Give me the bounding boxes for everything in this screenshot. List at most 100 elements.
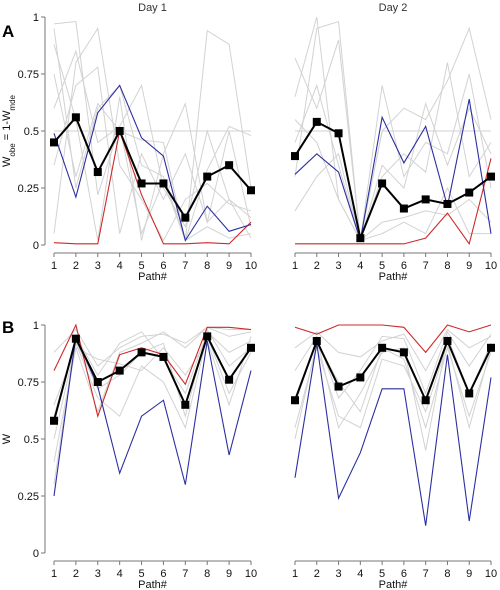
x-tick-label: 10 xyxy=(245,568,257,580)
y-tick-label: 1 xyxy=(33,320,39,332)
mean-marker xyxy=(71,113,80,122)
y-axis-label-part: = 1-W xyxy=(1,110,13,143)
x-axis-label: Path# xyxy=(138,579,168,590)
mean-marker xyxy=(71,334,80,343)
x-tick-label: 9 xyxy=(466,260,472,272)
x-tick-label: 7 xyxy=(423,568,429,580)
mean-marker xyxy=(465,389,474,398)
x-tick-label: 2 xyxy=(73,568,79,580)
mean-marker xyxy=(203,332,212,341)
individual-line xyxy=(53,28,252,241)
x-tick-label: 5 xyxy=(138,568,144,580)
mean-marker xyxy=(50,416,58,425)
mean-marker xyxy=(312,117,321,126)
x-tick-label: 5 xyxy=(379,568,385,580)
mean-marker xyxy=(137,179,146,188)
mean-marker xyxy=(93,168,102,177)
mean-line xyxy=(53,115,252,220)
individual-line xyxy=(294,62,492,242)
y-tick-label: 0.75 xyxy=(18,377,39,389)
y-tick-label: 0.25 xyxy=(18,491,39,503)
chart-title: Day 2 xyxy=(379,2,408,14)
mean-marker xyxy=(159,352,168,361)
mean-marker xyxy=(247,343,255,352)
x-tick-label: 6 xyxy=(160,260,166,272)
series-line xyxy=(294,98,492,241)
x-tick-label: 2 xyxy=(73,260,79,272)
series-line xyxy=(294,343,492,526)
x-tick-label: 10 xyxy=(245,260,257,272)
individual-line xyxy=(53,21,252,242)
mean-marker xyxy=(465,188,474,197)
x-tick-label: 9 xyxy=(226,568,232,580)
mean-marker xyxy=(115,127,124,135)
x-tick-label: 8 xyxy=(204,568,210,580)
y-tick-label: 0 xyxy=(33,240,39,252)
mean-marker xyxy=(356,234,365,243)
x-tick-label: 4 xyxy=(357,260,363,272)
mean-marker xyxy=(399,204,408,213)
series-line xyxy=(53,334,252,497)
individual-line xyxy=(294,341,492,430)
chart-3: 1 2 3 4 5 6 7 8 9 10 Path# 0 0.25 0.5 0.75 1 W xyxy=(1,320,257,590)
y-axis-label-part: mde xyxy=(8,94,17,110)
y-tick-label: 0.5 xyxy=(24,434,39,446)
mean-marker xyxy=(50,138,58,147)
y-tick-label: 0.75 xyxy=(18,69,39,81)
y-tick-label: 1 xyxy=(33,12,39,24)
x-tick-label: 7 xyxy=(182,568,188,580)
mean-marker xyxy=(487,172,495,181)
x-tick-label: 9 xyxy=(466,568,472,580)
individual-line xyxy=(294,16,492,242)
mean-marker xyxy=(291,396,299,405)
x-tick-label: 8 xyxy=(444,260,450,272)
chart-1: Day 1 1 2 3 4 5 6 7 8 9 10 Path# 0 0.25 0.5 0.75 1 Wobe =… xyxy=(1,2,257,283)
mean-marker xyxy=(443,199,452,208)
series-line xyxy=(295,158,492,246)
individual-line xyxy=(294,83,491,242)
x-tick-label: 6 xyxy=(401,568,407,580)
series-line xyxy=(53,128,252,245)
mean-marker xyxy=(312,336,321,345)
individual-line xyxy=(53,49,252,229)
x-tick-label: 8 xyxy=(444,568,450,580)
individual-line xyxy=(53,336,252,462)
x-tick-label: 9 xyxy=(226,260,232,272)
x-tick-label: 2 xyxy=(314,568,320,580)
y-tick-label: 0 xyxy=(33,548,39,560)
x-tick-label: 6 xyxy=(401,260,407,272)
x-tick-label: 7 xyxy=(423,260,429,272)
mean-marker xyxy=(378,179,387,188)
mean-marker xyxy=(225,161,234,170)
x-tick-label: 6 xyxy=(160,568,166,580)
x-tick-label: 4 xyxy=(357,568,363,580)
mean-marker xyxy=(225,375,234,384)
x-axis-label: Path# xyxy=(379,579,409,590)
individual-line xyxy=(294,330,492,399)
x-tick-label: 10 xyxy=(485,568,497,580)
x-tick-label: 1 xyxy=(292,568,298,580)
panel-letter-a: A xyxy=(2,22,14,41)
x-tick-label: 5 xyxy=(379,260,385,272)
x-tick-label: 5 xyxy=(138,260,144,272)
mean-line xyxy=(294,338,492,403)
mean-marker xyxy=(159,179,168,188)
mean-marker xyxy=(203,172,212,181)
y-axis-label: Wobe = 1-Wmde xyxy=(1,94,17,167)
mean-marker xyxy=(356,373,365,382)
x-tick-label: 2 xyxy=(314,260,320,272)
series-line xyxy=(53,323,252,419)
individual-line xyxy=(53,66,252,234)
individual-line xyxy=(295,130,491,241)
x-tick-label: 1 xyxy=(51,568,57,580)
mean-marker xyxy=(115,366,124,375)
x-tick-label: 4 xyxy=(117,568,123,580)
mean-marker xyxy=(443,336,452,345)
y-axis-label: W xyxy=(1,433,13,444)
x-axis-label: Path# xyxy=(379,271,409,283)
individual-line xyxy=(53,326,251,367)
individual-line xyxy=(294,101,492,243)
x-tick-label: 3 xyxy=(95,260,101,272)
mean-line xyxy=(53,333,252,422)
